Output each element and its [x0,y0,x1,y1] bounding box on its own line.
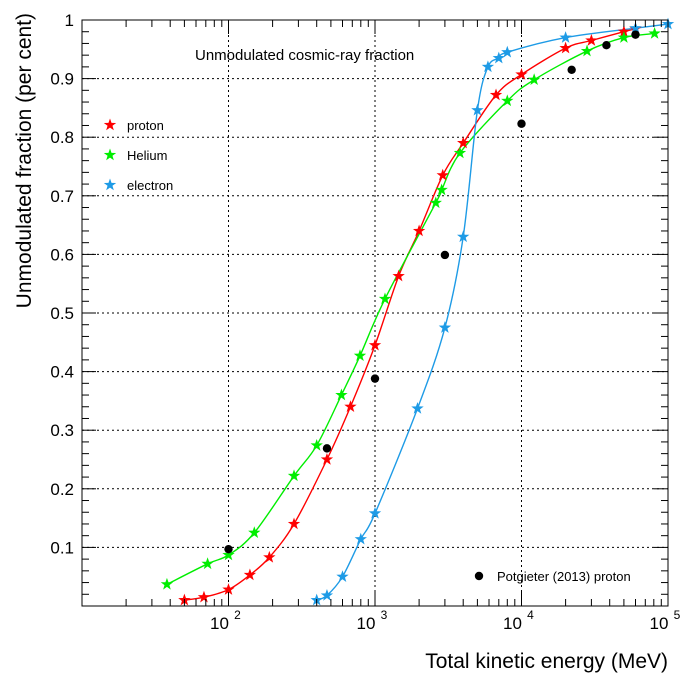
x-axis-title: Total kinetic energy (MeV) [425,650,668,673]
plot-frame [81,19,669,607]
x-tick-exponent: 2 [234,608,241,622]
proton-point [412,224,426,237]
x-tick-label: 10 [503,614,522,633]
helium-point [353,349,367,362]
helium-point [648,26,661,39]
potgieter-2013-proton-point [631,30,640,39]
legend-marker-potgieter-2013-proton [474,571,484,581]
helium-point [310,438,323,451]
helium-point [160,577,174,590]
legend-reference: Potgieter (2013) proton [474,569,631,584]
proton-curve [184,28,636,601]
y-tick-label: 0.9 [50,70,74,89]
x-tick-exponent: 5 [674,608,681,622]
proton-point [368,338,382,351]
legend-label-potgieter: Potgieter (2013) proton [497,569,631,584]
electron-point [411,402,424,414]
legend-series: proton Helium electron [103,118,173,193]
helium-point [435,183,448,196]
electron-point [501,45,514,58]
electron-point [629,21,642,34]
fit-curves [166,23,669,601]
potgieter-2013-proton-point [567,65,576,75]
y-tick-label: 0.1 [50,538,74,557]
legend-label-helium: Helium [127,148,167,163]
x-tick-label: 10 [210,614,229,633]
data-markers [160,17,675,606]
y-tick-label: 0.5 [50,304,74,323]
x-tick-label: 10 [357,614,376,633]
helium-point [617,31,631,43]
y-tick-label: 0.6 [50,245,74,264]
proton-point [457,136,470,149]
electron-point [481,60,495,73]
helium-curve [166,32,655,585]
helium-point [222,548,235,561]
electron-point [471,103,484,116]
helium-point [378,292,392,305]
proton-point [515,68,528,80]
electron-point [559,31,572,43]
proton-point [489,88,503,101]
proton-point [222,583,235,595]
helium-point [453,146,467,159]
chart-title: Unmodulated cosmic-ray fraction [195,47,414,64]
electron-curve [316,23,669,601]
helium-point [248,526,261,539]
x-tick-exponent: 4 [527,608,534,622]
potgieter-2013-proton-point [370,374,380,383]
electron-point [438,321,452,333]
y-tick-label: 0.8 [50,128,74,147]
legend-marker-helium [103,148,117,161]
proton-point [392,269,405,282]
proton-point [243,568,257,581]
helium-point [501,94,514,107]
grid-lines [82,20,668,606]
proton-point [263,550,276,563]
helium-point [527,73,541,86]
proton-point [287,517,301,530]
x-tick-label: 10 [650,614,669,633]
helium-point [201,557,214,570]
electron-point [336,570,349,582]
potgieter-2013-proton-point [602,40,611,50]
proton-point [436,168,449,181]
helium-point [287,469,301,482]
potgieter-2013-proton-point [517,119,526,128]
proton-point [197,590,211,603]
legend-marker-electron [103,178,117,191]
potgieter-2013-proton-point [224,544,233,554]
x-tick-exponent: 3 [381,608,388,622]
y-tick-label: 1 [65,11,74,30]
legend-marker-proton [103,118,117,131]
helium-point [335,388,348,401]
proton-point [585,34,598,46]
proton-point [344,400,357,413]
potgieter-2013-proton-point [322,444,332,453]
helium-point [580,44,594,57]
proton-point [320,453,334,465]
electron-point [320,588,334,601]
proton-point [559,41,572,54]
y-tick-label: 0.7 [50,187,74,206]
legend-label-electron: electron [127,178,173,193]
helium-point [429,196,442,209]
electron-point [492,51,505,64]
axis-ticks [82,19,669,606]
electron-point [354,532,367,545]
electron-point [457,230,470,243]
tick-labels: 10 2 10 3 10 4 10 5 0.1 0.2 0.3 0.4 0.5 0.6 0.7 0.8 0.9 1 [50,11,680,633]
electron-point [368,506,382,519]
y-tick-label: 0.3 [50,421,74,440]
y-tick-label: 0.4 [50,363,74,382]
y-axis-title: Unmodulated fraction (per cent) [13,13,36,308]
y-tick-label: 0.2 [50,480,74,499]
legend-label-proton: proton [127,118,164,133]
potgieter-2013-proton-point [440,250,450,260]
